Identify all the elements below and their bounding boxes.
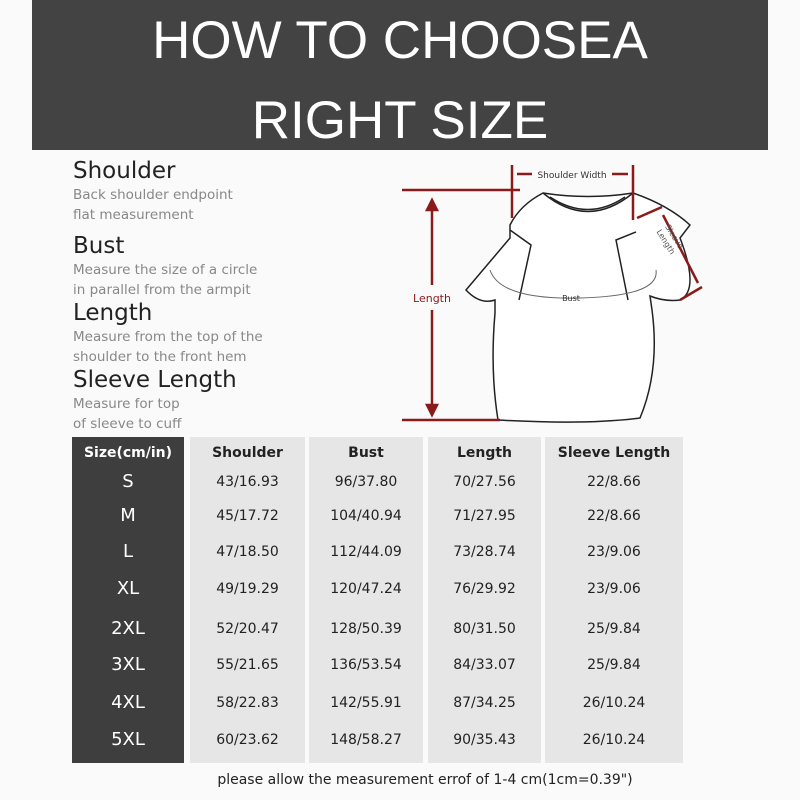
measurement-note: please allow the measurement errof of 1-… (217, 772, 633, 788)
desc: Back shoulder endpoint (73, 187, 233, 203)
table-cell: 71/27.95 (453, 508, 516, 524)
tshirt-diagram: Shoulder Width Length Bust Sleeve Length (402, 165, 703, 423)
length-label: Length (413, 292, 451, 305)
size-label: S (122, 471, 134, 492)
desc: shoulder to the front hem (73, 349, 247, 365)
table-cell: 23/9.06 (587, 581, 641, 597)
table-cell: 25/9.84 (587, 657, 641, 673)
table-cell: 84/33.07 (453, 657, 516, 673)
column-sleeve-length: Sleeve Length 22/8.66 22/8.66 23/9.06 23/9.0… (545, 437, 683, 763)
size-label: 5XL (111, 729, 145, 750)
table-cell: 55/21.65 (216, 657, 279, 673)
table-cell: 43/16.93 (216, 474, 279, 490)
table-cell: 22/8.66 (587, 508, 641, 524)
column-bust: Bust 96/37.80 104/40.94 112/44.09 120/47.24 1… (309, 437, 423, 763)
column-shoulder: Shoulder 43/16.93 45/17.72 47/18.50 49/19.29… (190, 437, 305, 763)
desc: Measure from the top of the (73, 329, 263, 345)
size-label: M (120, 505, 136, 526)
table-cell: 148/58.27 (330, 732, 402, 748)
tshirt-outline (464, 192, 692, 423)
measure-lines (402, 165, 703, 422)
term: Bust (73, 233, 125, 259)
table-cell: 87/34.25 (453, 695, 516, 711)
table-cell: 70/27.56 (453, 474, 516, 490)
size-label: 4XL (111, 692, 145, 713)
desc: Measure the size of a circle (73, 262, 258, 278)
table-cell: 60/23.62 (216, 732, 279, 748)
term: Sleeve Length (73, 367, 237, 393)
table-cell: 128/50.39 (330, 621, 402, 637)
desc: of sleeve to cuff (73, 416, 182, 432)
table-cell: 23/9.06 (587, 544, 641, 560)
desc: in parallel from the armpit (73, 282, 251, 298)
table-cell: 58/22.83 (216, 695, 279, 711)
table-cell: 76/29.92 (453, 581, 516, 597)
title-line-2: RIGHT SIZE (251, 91, 549, 150)
table-cell: 73/28.74 (453, 544, 516, 560)
size-label: XL (116, 578, 140, 599)
table-cell: 49/19.29 (216, 581, 279, 597)
definition-bust: Bust Measure the size of a circle in par… (73, 232, 257, 300)
table-cell: 112/44.09 (330, 544, 402, 560)
column-header: Sleeve Length (557, 445, 671, 461)
size-label: 3XL (111, 654, 145, 675)
table-cell: 26/10.24 (582, 695, 646, 711)
table-cell: 47/18.50 (216, 544, 279, 560)
term: Length (73, 300, 153, 326)
bust-label: Bust (562, 294, 580, 303)
table-cell: 96/37.80 (334, 474, 398, 490)
definition-length: Length Measure from the top of the shoul… (73, 299, 263, 367)
column-length: Length 70/27.56 71/27.95 73/28.74 76/29.92 80… (428, 437, 541, 763)
column-header: Size(cm/in) (83, 445, 173, 461)
table-cell: 142/55.91 (330, 695, 402, 711)
table-cell: 26/10.24 (582, 732, 646, 748)
column-header: Bust (348, 445, 384, 461)
table-cell: 90/35.43 (453, 732, 516, 748)
table-cell: 136/53.54 (330, 657, 402, 673)
table-cell: 120/47.24 (330, 581, 402, 597)
table-cell: 104/40.94 (330, 508, 402, 524)
table-cell: 80/31.50 (453, 621, 516, 637)
definition-shoulder: Shoulder Back shoulder endpoint flat mea… (73, 157, 233, 225)
title-banner: HOW TO CHOOSEA RIGHT SIZE (32, 0, 768, 150)
table-cell: 22/8.66 (587, 474, 641, 490)
size-label: L (122, 541, 134, 562)
table-cell: 25/9.84 (587, 621, 641, 637)
desc: Measure for top (73, 396, 180, 412)
term: Shoulder (73, 158, 176, 184)
table-cell: 52/20.47 (216, 621, 279, 637)
desc: flat measurement (73, 207, 194, 223)
column-header: Length (456, 445, 513, 461)
size-label: 2XL (111, 618, 145, 639)
column-header: Shoulder (212, 445, 283, 461)
column-size-cm-in-: Size(cm/in) S M L XL 2XL 3XL 4XL 5XL (72, 437, 184, 763)
table-cell: 45/17.72 (216, 508, 279, 524)
shoulder-width-label: Shoulder Width (537, 171, 606, 181)
definition-sleeve-length: Sleeve Length Measure for top of sleeve … (73, 366, 237, 434)
title-line-1: HOW TO CHOOSEA (152, 11, 648, 70)
